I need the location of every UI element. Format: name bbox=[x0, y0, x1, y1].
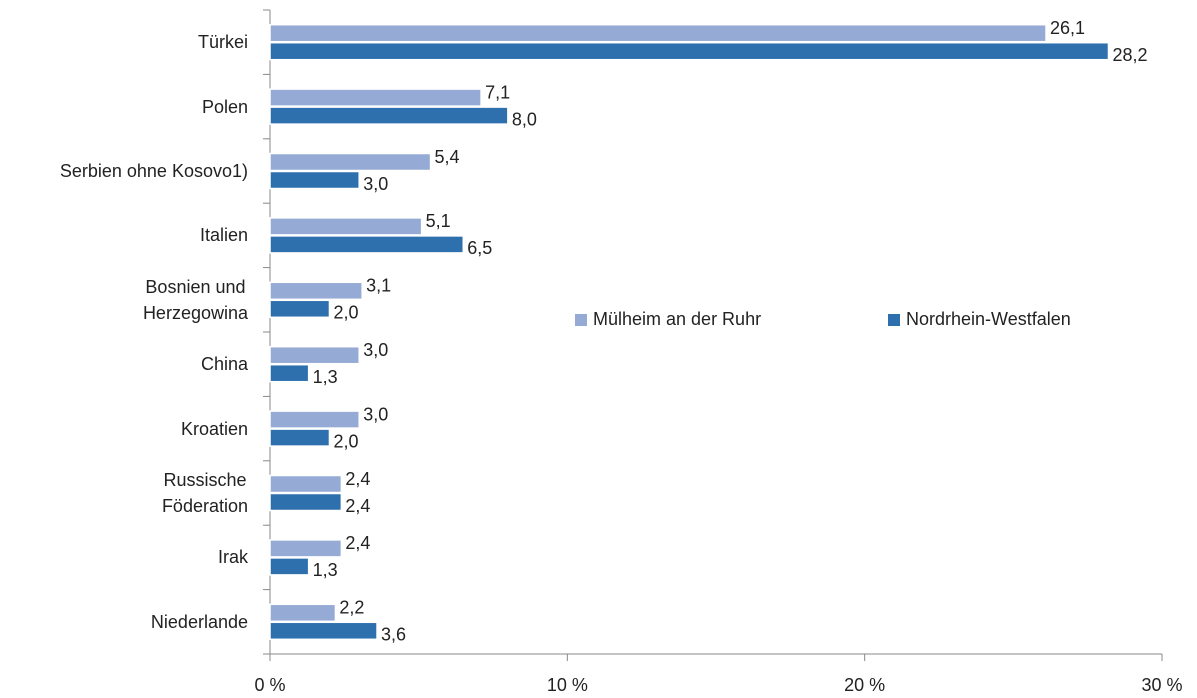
legend-swatch bbox=[575, 314, 587, 326]
value-label: 1,3 bbox=[313, 560, 338, 580]
category-label: Irak bbox=[217, 547, 248, 568]
value-label: 2,4 bbox=[345, 469, 370, 489]
bar bbox=[269, 41, 1110, 61]
category-label: Niederlande bbox=[150, 611, 248, 632]
x-tick-label: 0 % bbox=[254, 675, 285, 695]
value-label: 5,1 bbox=[426, 211, 451, 231]
value-label: 1,3 bbox=[313, 367, 338, 387]
category-label: Kroatien bbox=[180, 418, 248, 439]
bar bbox=[269, 621, 378, 641]
legend-label: Nordrhein-Westfalen bbox=[906, 309, 1071, 329]
bar bbox=[269, 363, 310, 383]
category-label: Serbien ohne Kosovo1) bbox=[59, 161, 248, 181]
value-label: 3,6 bbox=[381, 625, 406, 645]
bar bbox=[269, 23, 1047, 43]
bar bbox=[269, 539, 343, 558]
bar bbox=[269, 217, 423, 236]
category-label: Russische Föderation bbox=[161, 470, 248, 516]
value-label: 3,1 bbox=[366, 276, 391, 296]
value-label: 6,5 bbox=[467, 238, 492, 258]
legend-label: Mülheim an der Ruhr bbox=[593, 309, 761, 329]
x-tick-label: 10 % bbox=[547, 675, 588, 695]
bar bbox=[269, 557, 310, 576]
bar bbox=[269, 106, 509, 125]
bar bbox=[269, 281, 363, 301]
value-label: 2,0 bbox=[333, 303, 358, 323]
category-label: China bbox=[200, 354, 248, 375]
value-label: 2,4 bbox=[345, 533, 370, 553]
legend-swatch bbox=[888, 314, 900, 326]
value-label: 7,1 bbox=[485, 82, 510, 102]
value-label: 8,0 bbox=[512, 109, 537, 129]
value-label: 2,2 bbox=[339, 598, 364, 618]
value-label: 26,1 bbox=[1050, 18, 1085, 38]
bar bbox=[269, 299, 331, 319]
bar bbox=[269, 428, 331, 447]
category-label: Bosnien und Herzegowina bbox=[142, 276, 248, 323]
value-label: 3,0 bbox=[363, 404, 388, 424]
value-label: 2,4 bbox=[345, 496, 370, 516]
value-label: 5,4 bbox=[435, 147, 460, 167]
value-label: 3,0 bbox=[363, 174, 388, 194]
bar bbox=[269, 152, 432, 172]
bar bbox=[269, 235, 465, 254]
value-label: 3,0 bbox=[363, 340, 388, 360]
x-tick-label: 20 % bbox=[844, 675, 885, 695]
value-label: 28,2 bbox=[1112, 45, 1147, 65]
bar bbox=[269, 603, 337, 623]
bar bbox=[269, 88, 482, 107]
category-label: Türkei bbox=[197, 32, 248, 53]
bar bbox=[269, 170, 360, 190]
value-label: 2,0 bbox=[333, 431, 358, 451]
bar bbox=[269, 345, 360, 365]
x-tick-label: 30 % bbox=[1141, 675, 1182, 695]
category-label: Polen bbox=[201, 96, 248, 117]
bar bbox=[269, 492, 343, 512]
bar bbox=[269, 474, 343, 494]
category-label: Italien bbox=[199, 225, 248, 246]
bar bbox=[269, 410, 360, 429]
